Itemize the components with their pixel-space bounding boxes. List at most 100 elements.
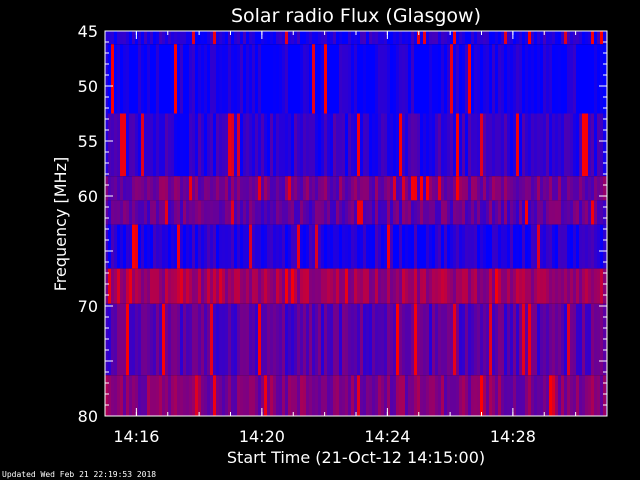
- spectrogram-cell: [108, 303, 111, 376]
- spectrogram-cell: [246, 268, 249, 304]
- spectrogram-cell: [153, 31, 156, 45]
- spectrogram-cell: [138, 200, 141, 225]
- spectrogram-cell: [189, 268, 192, 304]
- spectrogram-cell: [210, 113, 213, 177]
- spectrogram-cell: [561, 31, 564, 45]
- spectrogram-cell: [177, 224, 180, 269]
- spectrogram-cell: [519, 375, 522, 416]
- spectrogram-cell: [312, 176, 315, 201]
- spectrogram-cell: [351, 224, 354, 269]
- spectrogram-cell: [177, 375, 180, 416]
- spectrogram-cell: [507, 268, 510, 304]
- spectrogram-cell: [354, 200, 357, 225]
- spectrogram-cell: [306, 113, 309, 177]
- spectrogram-cell: [120, 303, 123, 376]
- spectrogram-cell: [117, 375, 120, 416]
- spectrogram-cell: [510, 224, 513, 269]
- spectrogram-cell: [267, 44, 270, 114]
- spectrogram-cell: [252, 375, 255, 416]
- spectrogram-cell: [132, 113, 135, 177]
- spectrogram-cell: [168, 113, 171, 177]
- spectrogram-cell: [489, 200, 492, 225]
- spectrogram-cell: [264, 31, 267, 45]
- spectrogram-cell: [561, 44, 564, 114]
- spectrogram-cell: [435, 200, 438, 225]
- spectrogram-cell: [540, 200, 543, 225]
- spectrogram-cell: [474, 303, 477, 376]
- spectrogram-cell: [348, 268, 351, 304]
- spectrogram-cell: [156, 224, 159, 269]
- spectrogram-cell: [486, 224, 489, 269]
- spectrogram-cell: [225, 268, 228, 304]
- spectrogram-cell: [219, 268, 222, 304]
- spectrogram-cell: [198, 44, 201, 114]
- spectrogram-cell: [126, 375, 129, 416]
- spectrogram-cell: [549, 268, 552, 304]
- spectrogram-cell: [144, 224, 147, 269]
- spectrogram-cell: [531, 200, 534, 225]
- spectrogram-cell: [567, 303, 570, 376]
- spectrogram-cell: [156, 44, 159, 114]
- spectrogram-cell: [318, 375, 321, 416]
- spectrogram-cell: [360, 375, 363, 416]
- spectrogram-cell: [384, 268, 387, 304]
- spectrogram-cell: [396, 224, 399, 269]
- spectrogram-cell: [366, 113, 369, 177]
- spectrogram-cell: [156, 176, 159, 201]
- spectrogram-cell: [465, 176, 468, 201]
- spectrogram-cell: [297, 200, 300, 225]
- spectrogram-cell: [579, 224, 582, 269]
- spectrogram-cell: [438, 31, 441, 45]
- spectrogram-cell: [282, 200, 285, 225]
- spectrogram-cell: [393, 224, 396, 269]
- spectrogram-cell: [144, 176, 147, 201]
- spectrogram-cell: [237, 113, 240, 177]
- spectrogram-cell: [321, 31, 324, 45]
- spectrogram-cell: [564, 113, 567, 177]
- spectrogram-cell: [354, 303, 357, 376]
- spectrogram-cell: [252, 200, 255, 225]
- spectrogram-cell: [168, 31, 171, 45]
- spectrogram-cell: [183, 44, 186, 114]
- spectrogram-cell: [147, 375, 150, 416]
- y-tick-label: 55: [78, 132, 98, 151]
- spectrogram-cell: [108, 268, 111, 304]
- spectrogram-cell: [399, 31, 402, 45]
- spectrogram-cell: [195, 268, 198, 304]
- spectrogram-cell: [408, 200, 411, 225]
- spectrogram-cell: [156, 31, 159, 45]
- spectrogram-cell: [351, 268, 354, 304]
- spectrogram-cell: [423, 303, 426, 376]
- spectrogram-cell: [342, 31, 345, 45]
- spectrogram-cell: [573, 176, 576, 201]
- spectrogram-cell: [456, 375, 459, 416]
- spectrogram-cell: [582, 375, 585, 416]
- spectrogram-cell: [531, 268, 534, 304]
- spectrogram-cell: [582, 200, 585, 225]
- spectrogram-cell: [516, 268, 519, 304]
- spectrogram-cell: [459, 224, 462, 269]
- spectrogram-cell: [516, 224, 519, 269]
- spectrogram-cell: [261, 176, 264, 201]
- spectrogram-cell: [537, 44, 540, 114]
- spectrogram-cell: [186, 224, 189, 269]
- spectrogram-cell: [453, 303, 456, 376]
- spectrogram-cell: [207, 31, 210, 45]
- spectrogram-cell: [396, 200, 399, 225]
- spectrogram-cell: [330, 113, 333, 177]
- spectrogram-cell: [453, 113, 456, 177]
- spectrogram-cell: [585, 44, 588, 114]
- spectrogram-cell: [357, 303, 360, 376]
- spectrogram-cell: [183, 375, 186, 416]
- spectrogram-cell: [324, 375, 327, 416]
- spectrogram-cell: [600, 176, 603, 201]
- spectrogram-cell: [270, 268, 273, 304]
- spectrogram-cell: [210, 375, 213, 416]
- spectrogram-cell: [234, 44, 237, 114]
- spectrogram-cell: [159, 176, 162, 201]
- spectrogram-cell: [507, 303, 510, 376]
- spectrogram-cell: [543, 200, 546, 225]
- spectrogram-cell: [129, 200, 132, 225]
- spectrogram-cell: [267, 113, 270, 177]
- spectrogram-cell: [282, 303, 285, 376]
